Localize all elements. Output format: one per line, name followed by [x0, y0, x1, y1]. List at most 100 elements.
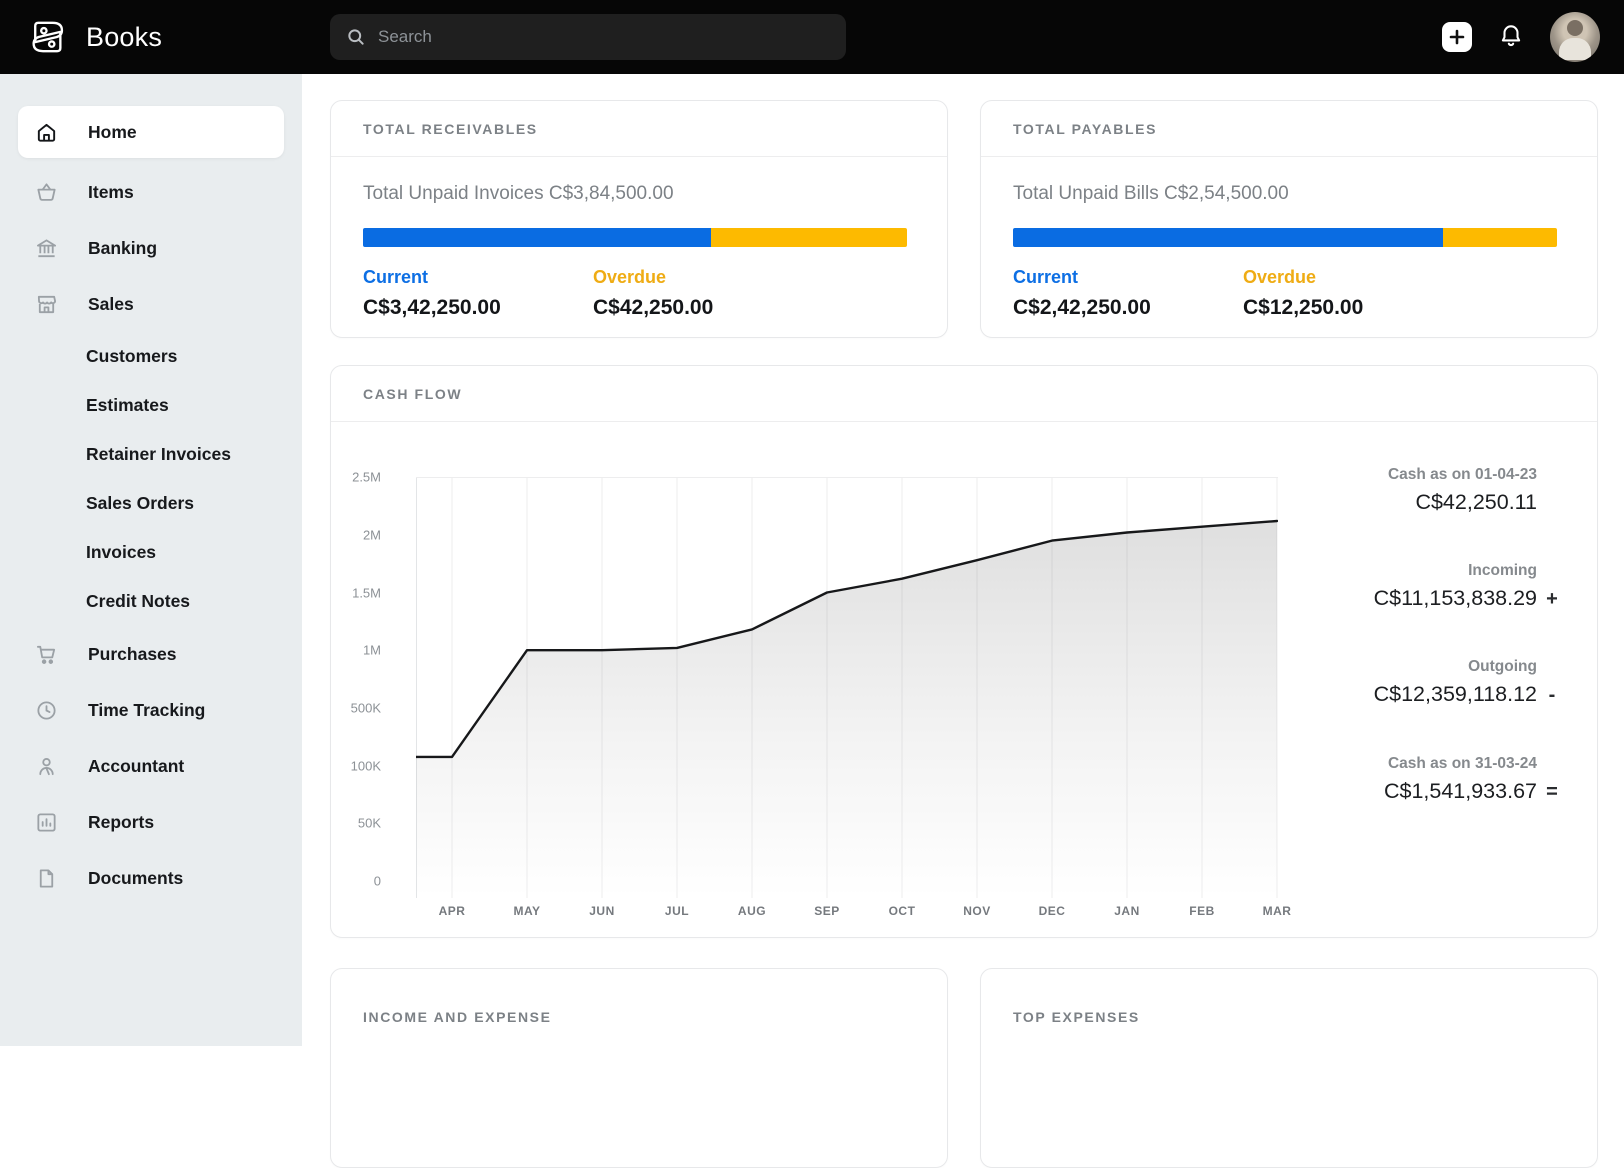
receivables-current-segment	[363, 228, 712, 247]
cash-flow-y-axis: 2.5M 2M 1.5M 1M 500K 100K 50K 0	[331, 366, 381, 937]
search-input[interactable]	[378, 27, 832, 47]
total-receivables-card: TOTAL RECEIVABLES Total Unpaid Invoices …	[330, 100, 948, 338]
y-tick-label: 500K	[350, 700, 381, 716]
sidebar-item-home[interactable]: Home	[18, 106, 284, 158]
dashboard-main: TOTAL RECEIVABLES Total Unpaid Invoices …	[302, 74, 1624, 1168]
receivables-overdue-label: Overdue	[593, 267, 667, 287]
sidebar-item-label: Sales	[88, 293, 134, 314]
sidebar-item-time-tracking[interactable]: Time Tracking	[18, 682, 284, 738]
cash-flow-stat-cash-as-on-31-03-24: Cash as on 31-03-24 C$1,541,933.67 =	[1237, 755, 1567, 804]
home-icon	[34, 120, 58, 144]
top-bar: Books	[0, 0, 1624, 74]
y-tick-label: 2.5M	[352, 469, 381, 485]
cash-flow-card: CASH FLOW 2.5M 2M 1.5M 1M 500K 100K 50K 0 APR MA…	[330, 365, 1598, 938]
sidebar-item-reports[interactable]: Reports	[18, 794, 284, 850]
sidebar-item-customers[interactable]: Customers	[18, 332, 284, 381]
cash-flow-x-axis: APR MAY JUN JUL AUG SEP OCT NOV DEC JAN FEB MAR	[416, 904, 1291, 924]
sidebar-item-label: Banking	[88, 237, 158, 258]
sidebar-item-sales[interactable]: Sales	[18, 276, 284, 332]
sidebar-item-label: Purchases	[88, 643, 177, 664]
sidebar-item-label: Documents	[88, 867, 184, 888]
stat-label: Incoming	[1468, 562, 1537, 579]
sidebar-item-label: Customers	[86, 346, 178, 366]
app-title: Books	[86, 21, 163, 52]
store-icon	[34, 292, 58, 316]
top-expenses-card: TOP EXPENSES	[980, 968, 1598, 1168]
income-expense-card: INCOME AND EXPENSE	[330, 968, 948, 1168]
person-icon	[34, 754, 58, 778]
x-tick-label: SEP	[814, 904, 840, 918]
sidebar-item-estimates[interactable]: Estimates	[18, 381, 284, 430]
x-tick-label: JUN	[589, 904, 615, 918]
payables-overdue-label: Overdue	[1243, 267, 1317, 287]
sidebar-item-retainer-invoices[interactable]: Retainer Invoices	[18, 430, 284, 479]
sidebar-item-purchases[interactable]: Purchases	[18, 626, 284, 682]
y-tick-label: 2M	[362, 527, 381, 543]
receivables-title: TOTAL RECEIVABLES	[363, 120, 538, 137]
notifications-button[interactable]	[1498, 22, 1524, 53]
bank-icon	[34, 236, 58, 260]
sidebar-item-credit-notes[interactable]: Credit Notes	[18, 577, 284, 626]
stat-label: Outgoing	[1468, 658, 1537, 675]
stat-value: C$1,541,933.67 =	[1237, 779, 1567, 804]
sidebar-item-items[interactable]: Items	[18, 164, 284, 220]
sidebar-nav: Home Items Banking Sales Customers Estimates R…	[0, 74, 302, 1046]
payables-current-segment	[1013, 228, 1443, 247]
x-tick-label: JUL	[664, 904, 690, 918]
cash-flow-stat-cash-as-on-01-04-23: Cash as on 01-04-23 C$42,250.11	[1237, 466, 1567, 515]
sidebar-item-sales-orders[interactable]: Sales Orders	[18, 479, 284, 528]
search-bar[interactable]	[330, 14, 846, 60]
payables-current-label: Current	[1013, 267, 1079, 287]
sidebar-item-label: Credit Notes	[86, 591, 191, 611]
receivables-current-value: C$3,42,250.00	[363, 296, 501, 319]
sidebar-item-label: Reports	[88, 811, 155, 832]
app-brand: Books	[24, 14, 162, 60]
clock-icon	[34, 698, 58, 722]
payables-overdue-segment	[1442, 228, 1557, 247]
sidebar-item-label: Home	[88, 121, 137, 142]
total-payables-card: TOTAL PAYABLES Total Unpaid Bills C$2,54…	[980, 100, 1598, 338]
receivables-overdue-value: C$42,250.00	[593, 296, 714, 319]
payables-progress-bar	[1013, 228, 1557, 247]
payables-title: TOTAL PAYABLES	[1013, 120, 1158, 137]
stat-operator: +	[1546, 588, 1558, 610]
sidebar-item-invoices[interactable]: Invoices	[18, 528, 284, 577]
y-tick-label: 50K	[357, 815, 381, 831]
stat-label: Cash as on 31-03-24	[1387, 755, 1537, 772]
report-icon	[34, 810, 58, 834]
receivables-overdue-segment	[711, 228, 907, 247]
sidebar-item-label: Accountant	[88, 755, 185, 776]
cash-flow-chart	[416, 477, 1278, 898]
cash-flow-stat-incoming: Incoming C$11,153,838.29 +	[1237, 562, 1567, 611]
cash-flow-title: CASH FLOW	[363, 385, 463, 402]
x-tick-label: NOV	[963, 904, 991, 918]
top-expenses-title: TOP EXPENSES	[1013, 1009, 1140, 1025]
sidebar-item-label: Time Tracking	[88, 699, 206, 720]
y-tick-label: 0	[373, 873, 381, 889]
x-tick-label: AUG	[737, 904, 767, 918]
y-tick-label: 1.5M	[352, 585, 381, 600]
sidebar-item-accountant[interactable]: Accountant	[18, 738, 284, 794]
x-tick-label: FEB	[1189, 904, 1215, 918]
quick-create-button[interactable]	[1442, 22, 1472, 52]
books-logo-icon	[24, 14, 70, 60]
payables-overdue-value: C$12,250.00	[1243, 296, 1364, 319]
receivables-current-label: Current	[363, 267, 429, 287]
stat-operator: -	[1548, 684, 1556, 706]
sidebar-item-label: Items	[88, 181, 134, 202]
receivables-progress-bar	[363, 228, 907, 247]
cart-icon	[34, 642, 58, 666]
sidebar-item-banking[interactable]: Banking	[18, 220, 284, 276]
document-icon	[34, 866, 58, 890]
search-icon	[344, 25, 368, 49]
bell-icon	[1501, 24, 1521, 46]
cash-flow-stat-outgoing: Outgoing C$12,359,118.12-	[1237, 658, 1567, 707]
sidebar-item-documents[interactable]: Documents	[18, 850, 284, 906]
y-tick-label: 1M	[362, 642, 381, 658]
sidebar-item-label: Invoices	[86, 542, 157, 562]
x-tick-label: MAR	[1262, 904, 1292, 918]
user-avatar[interactable]	[1550, 12, 1600, 62]
sidebar-item-label: Sales Orders	[86, 493, 194, 513]
plus-icon	[1449, 29, 1465, 45]
stat-value: C$11,153,838.29 +	[1237, 586, 1567, 611]
